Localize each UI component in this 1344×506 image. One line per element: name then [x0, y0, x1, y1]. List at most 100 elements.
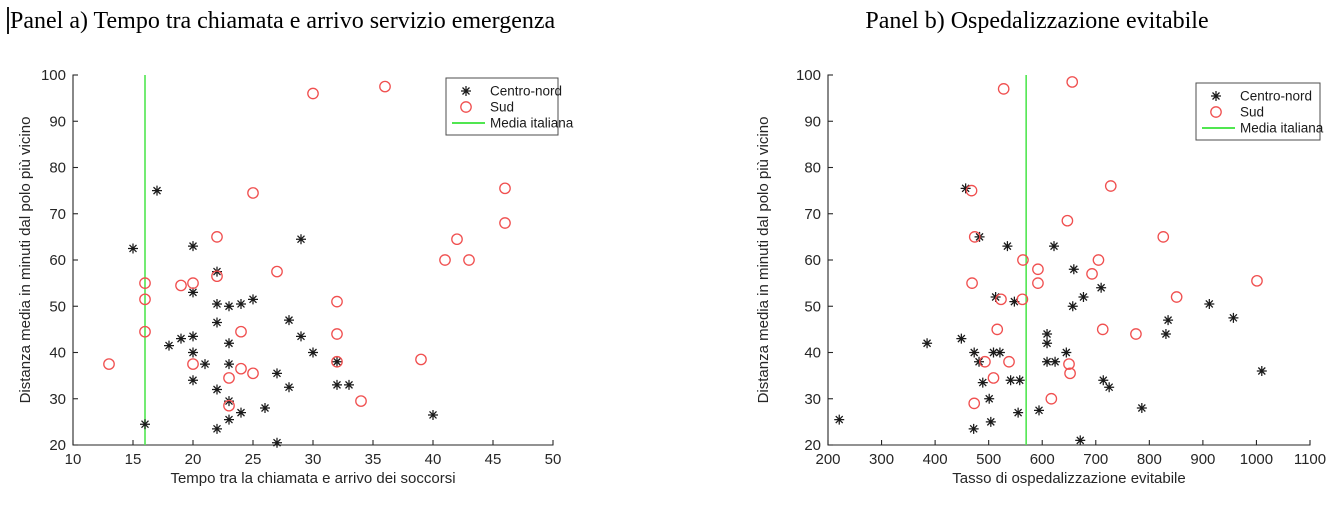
data-point-circle: [187, 277, 199, 289]
data-point-asterisk: [164, 340, 174, 351]
data-point-asterisk: [1098, 375, 1109, 386]
y-tick-label: 20: [804, 437, 821, 454]
data-point-circle: [1063, 358, 1075, 370]
series-centro-nord: [834, 183, 1267, 446]
x-tick-label: 15: [125, 451, 142, 468]
data-point-circle: [415, 353, 427, 366]
data-point-circle: [460, 101, 472, 113]
data-point-circle: [968, 231, 981, 243]
data-point-circle: [1032, 277, 1044, 289]
data-point-asterisk: [956, 333, 967, 344]
data-point-asterisk: [1049, 241, 1060, 252]
data-point-circle: [1104, 180, 1117, 192]
data-point-asterisk: [1228, 312, 1239, 323]
series-centro-nord: [128, 185, 438, 448]
legend-label-sud: Sud: [1240, 105, 1264, 120]
data-point-asterisk: [1104, 382, 1115, 393]
y-tick-label: 60: [804, 252, 821, 269]
data-point-circle: [223, 399, 235, 412]
data-point-circle: [187, 358, 199, 370]
data-point-circle: [307, 87, 319, 100]
data-point-circle: [247, 187, 259, 199]
data-point-circle: [139, 293, 151, 306]
data-point-circle: [968, 397, 981, 410]
y-tick-label: 40: [804, 345, 821, 362]
data-point-circle: [1016, 293, 1029, 306]
legend-box: [1195, 82, 1321, 141]
panel-b-title: Panel b) Ospedalizzazione evitabile: [865, 8, 1209, 34]
data-point-circle: [1017, 254, 1029, 266]
data-point-asterisk: [344, 379, 354, 390]
data-point-circle: [355, 395, 367, 407]
data-point-circle: [331, 328, 343, 340]
data-point-circle: [175, 279, 187, 292]
text-cursor-bar: [7, 7, 9, 34]
data-point-asterisk: [968, 423, 979, 434]
y-tick-label: 90: [49, 113, 66, 130]
data-point-asterisk: [296, 234, 306, 245]
data-point-circle: [463, 254, 475, 266]
data-point-circle: [1210, 106, 1222, 118]
data-point-asterisk: [1061, 347, 1072, 358]
legend-label-centro-nord: Centro-nord: [1240, 89, 1312, 104]
data-point-circle: [439, 254, 451, 266]
x-tick-label: 400: [923, 451, 948, 468]
data-point-asterisk: [188, 241, 198, 252]
data-point-asterisk: [272, 368, 282, 379]
data-point-asterisk: [176, 333, 186, 344]
y-tick-label: 80: [49, 160, 66, 177]
data-point-asterisk: [284, 382, 294, 393]
data-point-circle: [995, 293, 1007, 306]
x-tick-label: 500: [976, 451, 1001, 468]
data-point-asterisk: [140, 419, 150, 430]
data-point-circle: [235, 325, 247, 338]
data-point-circle: [103, 358, 115, 370]
y-tick-label: 30: [49, 391, 66, 408]
data-point-asterisk: [1042, 338, 1053, 349]
data-point-asterisk: [1002, 241, 1013, 252]
panel-a-scatter-plot: 10 15 20 25 30 35 40 45 50 20 30 40 50 60 70 80 90 100 Tem…: [17, 67, 574, 487]
x-tick-label: 900: [1190, 451, 1215, 468]
data-point-circle: [211, 270, 223, 283]
data-point-circle: [271, 265, 283, 278]
series-sud: [103, 80, 511, 412]
y-tick-label: 100: [41, 67, 66, 84]
data-point-asterisk: [922, 338, 933, 349]
x-tick-label: 700: [1083, 451, 1108, 468]
data-point-asterisk: [200, 359, 210, 370]
data-point-circle: [1061, 214, 1074, 227]
data-point-asterisk: [1075, 435, 1086, 446]
data-point-asterisk: [152, 185, 162, 196]
data-point-circle: [1096, 323, 1109, 336]
data-point-circle: [223, 372, 235, 384]
data-point-asterisk: [236, 298, 246, 309]
data-point-asterisk: [212, 423, 222, 434]
axes: 200 300 400 500 600 700 800 900 1000 1100 20 30 40 50…: [755, 67, 1326, 487]
data-point-asterisk: [1160, 329, 1171, 339]
data-point-circle: [997, 83, 1010, 95]
data-point-circle: [1086, 268, 1098, 280]
data-point-asterisk: [1034, 405, 1045, 416]
data-point-asterisk: [994, 347, 1005, 358]
x-tick-label: 35: [365, 451, 382, 468]
y-tick-label: 70: [49, 206, 66, 223]
data-point-circle: [1064, 367, 1076, 380]
data-point-asterisk: [960, 183, 971, 194]
data-point-asterisk: [212, 384, 222, 395]
data-point-asterisk: [1211, 91, 1221, 101]
data-point-asterisk: [236, 407, 246, 418]
data-point-asterisk: [224, 359, 234, 370]
data-point-circle: [331, 355, 343, 368]
data-point-circle: [1251, 274, 1263, 287]
data-point-asterisk: [1050, 356, 1061, 367]
data-point-circle: [965, 184, 978, 197]
x-tick-label: 25: [245, 451, 262, 468]
x-tick-label: 45: [485, 451, 502, 468]
y-axis-label: Distanza media in minuti dal polo più vi…: [755, 117, 772, 404]
data-point-asterisk: [1163, 315, 1174, 326]
data-point-circle: [987, 372, 1000, 384]
data-point-asterisk: [272, 437, 282, 448]
legend-label-centro-nord: Centro-nord: [490, 84, 562, 99]
data-point-asterisk: [1067, 301, 1078, 312]
data-point-circle: [966, 277, 978, 289]
